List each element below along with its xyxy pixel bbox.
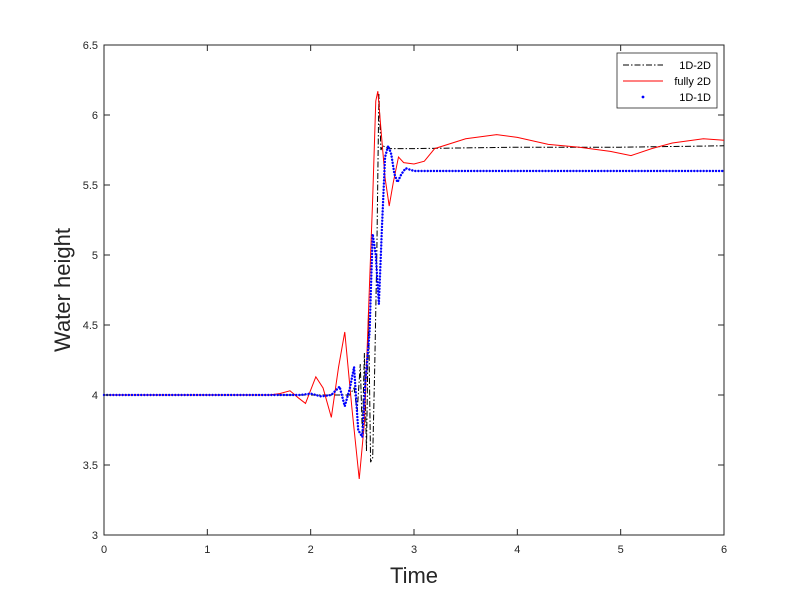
x-axis-label: Time bbox=[390, 563, 438, 588]
x-tick-label: 6 bbox=[721, 544, 727, 556]
series-line-3 bbox=[102, 141, 726, 442]
legend-label: 1D-1D bbox=[679, 92, 711, 104]
y-tick-label: 4 bbox=[92, 390, 98, 402]
x-tick-label: 1 bbox=[204, 544, 210, 556]
plot-area bbox=[103, 44, 725, 536]
y-tick-label: 4.5 bbox=[83, 320, 98, 332]
legend-swatch bbox=[641, 95, 645, 99]
x-tick-label: 4 bbox=[514, 544, 520, 556]
series-line-1 bbox=[104, 93, 725, 463]
legend-label: 1D-2D bbox=[679, 60, 711, 72]
y-tick-label: 6 bbox=[92, 110, 98, 122]
y-tick-label: 3.5 bbox=[83, 460, 98, 472]
legend-label: fully 2D bbox=[674, 76, 711, 88]
series-line-2 bbox=[104, 91, 725, 480]
y-axis-label: Water height bbox=[50, 228, 75, 352]
y-tick-label: 6.5 bbox=[83, 40, 98, 52]
ticks-layer: 0 1 2 3 4 5 6 3 3.5 4 4.5 5 5.5 6 6.5 bbox=[83, 40, 727, 556]
y-tick-label: 5 bbox=[92, 250, 98, 262]
x-tick-label: 2 bbox=[308, 544, 314, 556]
x-tick-label: 3 bbox=[411, 544, 417, 556]
y-tick-label: 3 bbox=[92, 530, 98, 542]
axes-box bbox=[103, 44, 725, 536]
legend: 1D-2D fully 2D 1D-1D bbox=[616, 52, 718, 109]
y-tick-label: 5.5 bbox=[83, 180, 98, 192]
x-tick-label: 5 bbox=[618, 544, 624, 556]
series-layer bbox=[102, 91, 726, 480]
x-tick-label: 0 bbox=[101, 544, 107, 556]
